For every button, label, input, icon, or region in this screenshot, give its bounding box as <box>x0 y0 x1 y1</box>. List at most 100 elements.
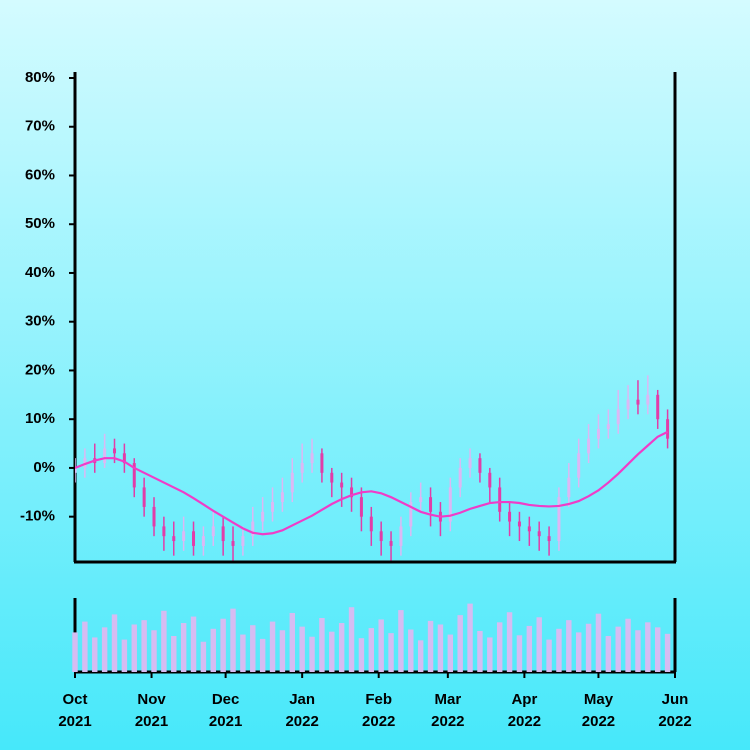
volume-bar <box>259 638 266 672</box>
volume-bar <box>92 637 98 672</box>
x-tick-label: 2022 <box>362 713 395 730</box>
x-tick-label: 2022 <box>658 713 691 730</box>
candle-body <box>409 502 413 527</box>
y-tick-label: -10% <box>20 508 55 525</box>
volume-bar <box>378 619 384 672</box>
volume-bar <box>655 627 661 672</box>
volume-bar <box>487 637 493 672</box>
volume-bar <box>635 630 641 672</box>
candle-body <box>616 409 620 425</box>
candle-body <box>330 472 334 483</box>
candle-body <box>172 536 176 542</box>
volume-bar <box>408 629 414 672</box>
y-tick-label: 70% <box>25 118 55 135</box>
x-tick-label: Jan <box>289 691 315 708</box>
volume-bar <box>437 624 444 672</box>
candle-body <box>320 453 324 473</box>
candle-body <box>636 399 640 405</box>
volume-bar <box>299 626 305 672</box>
volume-bar <box>200 641 207 672</box>
volume-bar <box>190 616 197 672</box>
candle-body <box>300 463 304 473</box>
volume-bar <box>427 620 434 672</box>
y-tick-label: 40% <box>25 264 55 281</box>
y-tick-label: 0% <box>33 459 55 476</box>
x-tick-label: Mar <box>434 691 461 708</box>
candle-body <box>488 472 492 488</box>
candle-body <box>231 541 235 546</box>
candle-body <box>577 453 581 478</box>
volume-bar <box>180 623 187 672</box>
candle-body <box>350 487 354 498</box>
volume-bar <box>645 622 651 672</box>
volume-bar <box>220 618 226 672</box>
x-tick-label: 2022 <box>508 713 541 730</box>
candle-body <box>419 497 423 503</box>
x-tick-label: 2022 <box>285 713 318 730</box>
candle-body <box>517 521 521 527</box>
candle-body <box>251 521 255 537</box>
candle-body <box>379 531 383 542</box>
candle-body <box>537 531 541 537</box>
volume-bar <box>111 614 118 672</box>
volume-bar <box>82 621 88 672</box>
volume-bar <box>329 631 335 672</box>
candle-body <box>113 448 117 454</box>
candle-body <box>458 467 462 488</box>
candle-body <box>626 399 630 410</box>
candle-body <box>241 536 245 546</box>
candle-body <box>527 526 531 532</box>
volume-bar <box>72 632 78 672</box>
volume-bars <box>72 603 671 672</box>
volume-bar <box>358 638 365 672</box>
candle-body <box>359 497 363 517</box>
candle-body <box>103 448 107 464</box>
volume-bar <box>664 633 671 672</box>
candle-body <box>75 467 77 473</box>
moving-average-line <box>75 430 669 536</box>
volume-bar <box>615 626 621 672</box>
candle-body <box>271 502 275 512</box>
volume-bar <box>151 630 157 672</box>
candle-body <box>547 536 551 542</box>
y-tick-label: 80% <box>25 69 55 86</box>
volume-bar <box>625 618 631 672</box>
volume-bar <box>506 612 513 672</box>
x-tick-label: 2021 <box>58 713 91 730</box>
volume-bar <box>309 636 315 672</box>
candle-body <box>498 487 502 512</box>
volume-bar <box>516 635 523 672</box>
y-tick-label: 20% <box>25 361 55 378</box>
candle-body <box>122 453 126 464</box>
volume-bar <box>477 630 483 672</box>
candle-body <box>666 419 670 439</box>
volume-bar <box>605 636 612 672</box>
candle-body <box>290 472 294 493</box>
candle-body <box>221 526 225 542</box>
candle-body <box>448 487 452 522</box>
candle-body <box>182 531 186 542</box>
volume-bar <box>121 639 128 672</box>
volume-bar <box>101 627 108 672</box>
x-tick-label: Apr <box>511 691 537 708</box>
volume-bar <box>556 628 562 672</box>
volume-bar <box>526 625 533 672</box>
candle-body <box>369 516 373 532</box>
candle-body <box>310 453 314 464</box>
volume-bar <box>417 640 424 672</box>
volume-bar <box>575 632 582 672</box>
volume-bar <box>585 623 592 672</box>
candle-body <box>389 541 393 546</box>
volume-bar <box>141 620 147 672</box>
candle-body <box>280 492 284 503</box>
volume-bar <box>279 630 286 672</box>
volume-bar <box>348 607 355 672</box>
candle-body <box>429 497 433 512</box>
candle-body <box>478 458 482 473</box>
y-tick-label: 10% <box>25 410 55 427</box>
candle-body <box>508 511 512 522</box>
x-tick-label: Feb <box>365 691 392 708</box>
candles <box>75 375 670 561</box>
